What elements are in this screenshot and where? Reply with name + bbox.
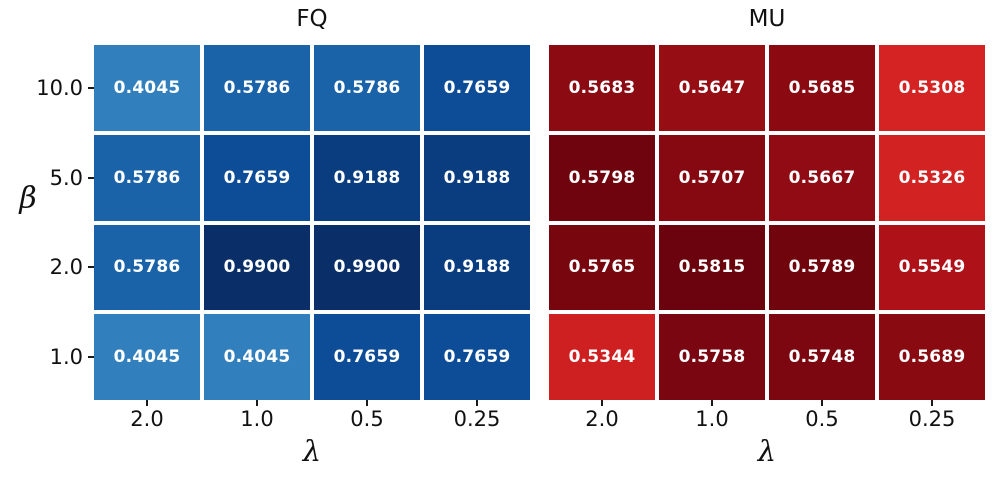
heatmap-cell: 0.5815 <box>659 224 765 311</box>
heatmap-cell: 0.4045 <box>204 314 310 400</box>
heatmap-cell: 0.5707 <box>659 134 765 221</box>
heatmap-cell: 0.7659 <box>424 314 530 400</box>
heatmap-cell: 0.5667 <box>769 134 875 221</box>
mu-x-tick-marks <box>549 400 985 406</box>
heatmap-cell: 0.5786 <box>314 45 420 131</box>
heatmap-cell: 0.7659 <box>314 314 420 400</box>
heatmap-cell: 0.5786 <box>94 224 200 311</box>
x-tick-label: 0.5 <box>805 407 839 431</box>
x-tick-label: 1.0 <box>695 407 729 431</box>
mu-lambda-x-axis-label: λ <box>757 434 777 468</box>
fq-panel-title: FQ <box>296 6 328 32</box>
x-tick-mark <box>601 400 603 406</box>
x-tick-mark <box>821 400 823 406</box>
heatmap-cell: 0.9188 <box>314 134 420 221</box>
x-tick-label: 0.25 <box>453 407 501 431</box>
x-tick-label: 1.0 <box>240 407 274 431</box>
heatmap-cell: 0.5683 <box>549 45 655 131</box>
y-tick-mark <box>88 356 94 359</box>
heatmap-cell: 0.9900 <box>314 224 420 311</box>
x-tick <box>94 400 200 406</box>
y-tick-mark <box>88 266 94 269</box>
x-tick-label: 2.0 <box>585 407 619 431</box>
x-tick-label: 2.0 <box>130 407 164 431</box>
heatmap-cell: 0.5344 <box>549 314 655 400</box>
fq-heatmap-grid: 0.4045 0.5786 0.5786 0.7659 0.5786 0.7659 0.91… <box>94 45 530 400</box>
heatmap-cell: 0.5685 <box>769 45 875 131</box>
x-tick <box>549 400 655 406</box>
fq-y-tick-labels: 10.0 5.0 2.0 1.0 <box>0 45 94 400</box>
x-tick-mark <box>366 400 368 406</box>
y-tick: 5.0 <box>0 135 94 221</box>
heatmap-cell: 0.5326 <box>879 134 985 221</box>
heatmap-cell: 0.5786 <box>204 45 310 131</box>
heatmap-cell: 0.5647 <box>659 45 765 131</box>
heatmap-cell: 0.9188 <box>424 134 530 221</box>
x-tick-label: 0.25 <box>908 407 956 431</box>
y-tick-label: 10.0 <box>36 75 83 100</box>
x-tick-label: 0.5 <box>350 407 384 431</box>
y-tick-mark <box>88 86 94 89</box>
x-tick-mark <box>146 400 148 406</box>
fq-x-tick-labels: 2.0 1.0 0.5 0.25 <box>94 407 530 432</box>
x-tick-mark <box>711 400 713 406</box>
heatmap-cell: 0.5765 <box>549 224 655 311</box>
heatmap-cell: 0.5786 <box>94 134 200 221</box>
y-tick: 10.0 <box>0 45 94 131</box>
heatmap-cell: 0.9900 <box>204 224 310 311</box>
heatmap-cell: 0.5689 <box>879 314 985 400</box>
x-tick <box>314 400 420 406</box>
heatmap-cell: 0.9188 <box>424 224 530 311</box>
x-tick <box>659 400 765 406</box>
y-tick-mark <box>88 176 94 179</box>
heatmap-cell: 0.7659 <box>204 134 310 221</box>
y-tick: 1.0 <box>0 314 94 400</box>
x-tick <box>769 400 875 406</box>
heatmap-cell: 0.5549 <box>879 224 985 311</box>
heatmap-cell: 0.4045 <box>94 314 200 400</box>
heatmap-cell: 0.4045 <box>94 45 200 131</box>
heatmap-cell: 0.5758 <box>659 314 765 400</box>
y-tick-label: 2.0 <box>49 255 83 280</box>
x-tick-mark <box>476 400 478 406</box>
y-tick-label: 5.0 <box>49 165 83 190</box>
beta-y-axis-label: β <box>19 181 37 216</box>
x-tick <box>424 400 530 406</box>
x-tick <box>204 400 310 406</box>
heatmap-cell: 0.5748 <box>769 314 875 400</box>
heatmap-cell: 0.7659 <box>424 45 530 131</box>
y-tick: 2.0 <box>0 225 94 311</box>
x-tick-mark <box>931 400 933 406</box>
mu-x-tick-labels: 2.0 1.0 0.5 0.25 <box>549 407 985 432</box>
x-tick <box>879 400 985 406</box>
mu-panel-title: MU <box>748 6 786 32</box>
fq-lambda-x-axis-label: λ <box>302 434 322 468</box>
y-tick-label: 1.0 <box>49 345 83 370</box>
heatmap-cell: 0.5798 <box>549 134 655 221</box>
x-tick-mark <box>256 400 258 406</box>
heatmap-cell: 0.5308 <box>879 45 985 131</box>
mu-heatmap-grid: 0.5683 0.5647 0.5685 0.5308 0.5798 0.5707 0.56… <box>549 45 985 400</box>
fq-x-tick-marks <box>94 400 530 406</box>
heatmap-cell: 0.5789 <box>769 224 875 311</box>
